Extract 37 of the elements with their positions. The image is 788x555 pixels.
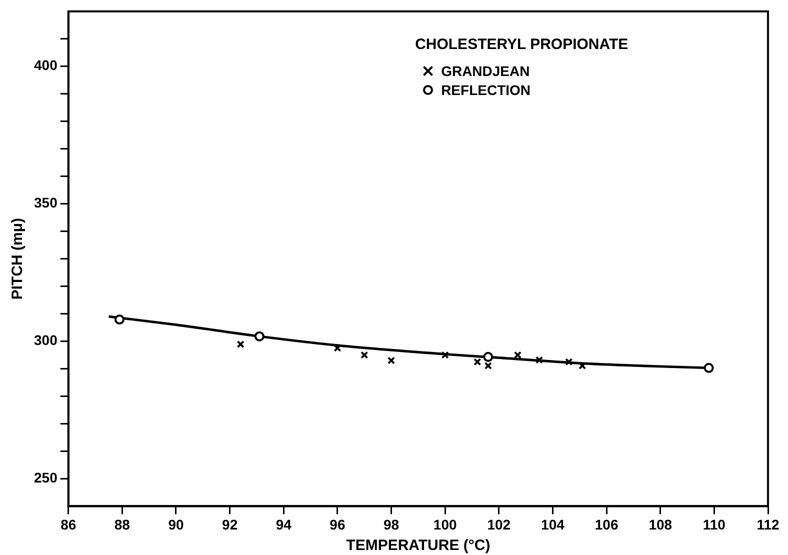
y-axis-title: PITCH (mμ) xyxy=(9,218,26,300)
y-tick-label: 300 xyxy=(34,332,58,348)
legend-label: REFLECTION xyxy=(441,82,531,98)
y-tick-label: 250 xyxy=(34,470,58,486)
x-tick-label: 96 xyxy=(330,516,346,532)
legend-label: GRANDJEAN xyxy=(441,63,530,80)
x-tick-label: 100 xyxy=(433,516,457,532)
point xyxy=(565,358,573,366)
y-tick-label: 350 xyxy=(34,194,58,211)
x-tick-label: 112 xyxy=(756,516,780,532)
x-tick-label: 90 xyxy=(168,516,184,532)
point xyxy=(441,351,449,359)
point xyxy=(387,356,396,364)
point xyxy=(236,340,244,348)
point xyxy=(514,351,522,359)
point xyxy=(360,351,368,359)
x-tick-label: 88 xyxy=(114,516,130,532)
x-tick-label: 98 xyxy=(383,516,400,532)
legend-title: CHOLESTERYL PROPIONATE xyxy=(415,36,628,54)
point xyxy=(484,362,492,370)
y-tick-label: 400 xyxy=(34,57,58,74)
point xyxy=(535,356,544,364)
x-tick-label: 108 xyxy=(648,516,672,532)
point xyxy=(114,314,124,325)
x-tick-label: 110 xyxy=(702,516,726,532)
x-tick-label: 106 xyxy=(594,516,618,532)
x-tick-label: 94 xyxy=(276,516,292,532)
x-axis-title: TEMPERATURE (°C) xyxy=(346,537,490,554)
point xyxy=(704,362,714,373)
point xyxy=(474,358,482,366)
point xyxy=(254,331,264,342)
point xyxy=(578,362,586,370)
x-tick-label: 104 xyxy=(541,516,565,532)
x-tick-label: 92 xyxy=(222,516,238,532)
point xyxy=(483,352,494,362)
x-tick-label: 102 xyxy=(487,516,511,532)
x-tick-label: 86 xyxy=(60,516,76,532)
